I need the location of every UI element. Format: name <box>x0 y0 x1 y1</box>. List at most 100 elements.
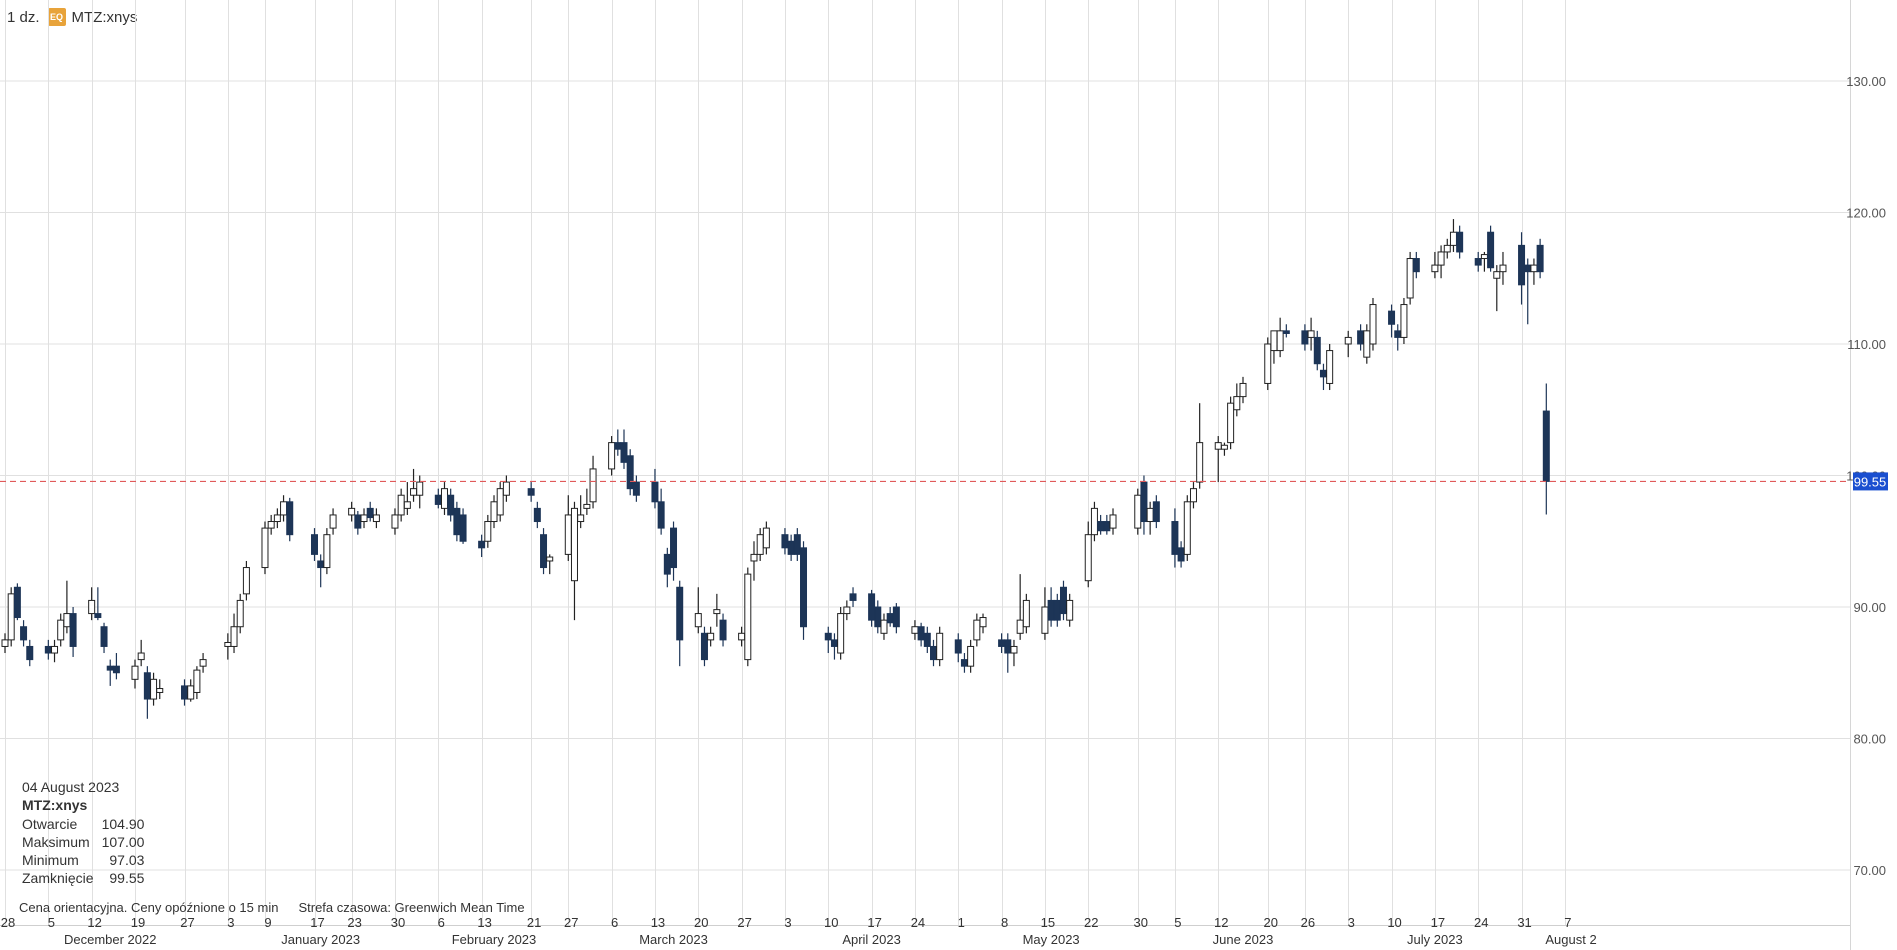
candle <box>849 587 857 607</box>
candle-body-down <box>917 626 925 641</box>
candle <box>372 508 380 529</box>
candle-body-up <box>267 521 275 529</box>
candle <box>663 547 671 588</box>
candle <box>570 501 578 621</box>
candle-body-down <box>106 665 114 671</box>
candle <box>830 633 838 660</box>
candle <box>137 639 145 667</box>
candle <box>478 534 486 558</box>
x-day-label: 30 <box>391 915 405 930</box>
candle-body-down <box>1357 330 1365 345</box>
ohlc-label: Maksimum <box>22 834 90 850</box>
x-month-label: April 2023 <box>842 932 901 947</box>
candle <box>1010 639 1018 667</box>
candle <box>1394 324 1402 351</box>
candle <box>793 528 801 561</box>
candle <box>1530 258 1538 285</box>
candle <box>670 521 678 581</box>
candle <box>199 653 207 673</box>
candle <box>1431 251 1439 279</box>
candle <box>1041 587 1049 640</box>
candle <box>150 672 158 706</box>
candle <box>911 620 919 640</box>
candle <box>750 541 758 581</box>
candle-body-down <box>1456 231 1464 253</box>
candle-body-up <box>1066 599 1074 621</box>
candle-body-up <box>7 593 15 641</box>
candle <box>880 613 888 640</box>
candle <box>781 528 789 555</box>
candle-body-down <box>670 527 678 569</box>
candle <box>1171 508 1179 568</box>
candle <box>1109 508 1117 535</box>
candle-body-up <box>707 632 715 641</box>
candle-body-up <box>51 645 59 654</box>
candle <box>1456 225 1464 259</box>
candle-body-up <box>1016 619 1024 634</box>
candle-body-up <box>187 685 195 700</box>
candle-body-up <box>1134 494 1142 529</box>
symbol-label[interactable]: MTZ:xnys <box>71 8 138 26</box>
timezone-note: Strefa czasowa: Greenwich Mean Time <box>298 900 525 915</box>
candle-body-down <box>923 632 931 647</box>
candle <box>224 633 232 660</box>
candle-body-down <box>44 645 52 654</box>
y-tick-label: 90.00 <box>1853 600 1886 615</box>
candle-body-up <box>979 617 987 628</box>
candle-body-up <box>88 599 96 615</box>
candle-body-down <box>533 507 541 523</box>
candle-body-up <box>577 514 585 523</box>
candle-body-down <box>1474 258 1482 266</box>
candle-body-up <box>589 468 597 503</box>
candle-body-up <box>391 514 399 529</box>
candle <box>1474 251 1482 272</box>
candle-body-down <box>20 626 28 641</box>
candle-body-down <box>434 494 442 505</box>
candle <box>967 639 975 673</box>
candle-body-down <box>1319 369 1327 378</box>
candle <box>230 613 238 654</box>
candle <box>546 554 554 575</box>
candle <box>193 666 201 700</box>
x-day-label: 17 <box>310 915 324 930</box>
ohlc-value: 107.00 <box>101 834 145 850</box>
x-day-label: 15 <box>1041 915 1055 930</box>
candle <box>979 613 987 634</box>
candle-body-up <box>1090 507 1098 536</box>
ohlc-label: Otwarcie <box>22 816 78 832</box>
candle <box>1388 304 1396 338</box>
candle <box>1307 317 1315 351</box>
timeframe-label[interactable]: 1 dz. <box>7 8 40 26</box>
candle-body-up <box>1146 507 1154 523</box>
candle-body-up <box>1270 330 1278 352</box>
candle-body-down <box>1518 244 1526 286</box>
candle <box>1282 324 1290 338</box>
candle-body-down <box>787 540 795 555</box>
candle-body-down <box>94 613 102 619</box>
candle-body-down <box>960 659 968 667</box>
x-month-label: February 2023 <box>452 932 537 947</box>
candle-body-down <box>1097 521 1105 532</box>
y-tick-label: 120.00 <box>1846 206 1886 221</box>
candle <box>936 626 944 667</box>
candle-body-up <box>967 645 975 667</box>
candle <box>632 475 640 502</box>
candle <box>1487 225 1495 272</box>
candle <box>960 653 968 673</box>
candle-body-down <box>614 442 622 450</box>
candle-body-down <box>181 685 189 700</box>
candle-body-down <box>676 586 684 641</box>
x-month-label: June 2023 <box>1213 932 1274 947</box>
candle-body-down <box>366 507 374 519</box>
candle <box>1097 514 1105 535</box>
candle <box>1053 593 1061 627</box>
candle-body-up <box>1406 258 1414 299</box>
candle-body-down <box>719 619 727 641</box>
candle-body-down <box>849 593 857 601</box>
x-day-label: 20 <box>1264 915 1278 930</box>
candle-body-up <box>1480 254 1488 260</box>
candle <box>787 534 795 561</box>
candle-body-up <box>1109 514 1117 529</box>
x-day-label: 27 <box>564 915 578 930</box>
